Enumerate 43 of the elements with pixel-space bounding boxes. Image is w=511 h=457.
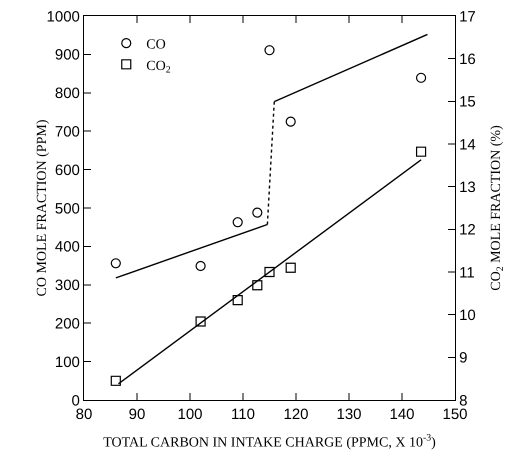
y-tick-label: 700: [54, 123, 80, 140]
legend-label: CO: [146, 38, 166, 53]
point: [264, 45, 275, 56]
y2-tick-label: 13: [459, 178, 476, 196]
y2-tick-label: 11: [459, 264, 475, 282]
y-tick-label: 400: [54, 238, 80, 256]
y-axis-title: CO MOLE FRACTION (PPM): [34, 119, 50, 296]
y-tick-label: 1000: [46, 8, 80, 26]
y-tick-label: 900: [54, 46, 80, 64]
y-tick-label: 600: [54, 162, 80, 179]
legend-label: CO$_{2}$: [146, 58, 171, 76]
point: [252, 280, 262, 290]
point: [416, 72, 426, 83]
x-tick-label: 130: [336, 406, 362, 424]
y-tick-label: 300: [54, 277, 80, 294]
point: [252, 208, 262, 218]
y-tick-label: 200: [54, 315, 80, 332]
y2-tick-label: 16: [459, 50, 476, 68]
point: [286, 116, 296, 127]
point: [196, 260, 206, 272]
y-tick-label: 800: [54, 85, 80, 102]
point: [110, 376, 121, 386]
point: [264, 266, 275, 278]
y2-tick-label: 15: [459, 94, 476, 111]
y2-tick-label: 17: [459, 8, 476, 26]
x-tick-label: 90: [128, 406, 146, 424]
point: [110, 258, 121, 268]
y-tick-label: 100: [54, 354, 80, 371]
y2-tick-label: 9: [459, 350, 468, 367]
y2-tick-label: 10: [459, 306, 476, 324]
x-tick-label: 110: [231, 406, 255, 424]
y-tick-label: 500: [54, 200, 80, 218]
point: [286, 262, 296, 273]
point: [232, 217, 243, 228]
x-axis-title: TOTAL CARBON IN INTAKE CHARGE (PPMC, X 10$^{-3}$): [103, 432, 436, 450]
x-tick-label: 100: [177, 406, 203, 424]
x-tick-label: 120: [283, 406, 309, 424]
x-tick-label: 140: [389, 406, 415, 424]
point: [416, 146, 426, 157]
point: [196, 316, 206, 327]
y2-tick-label: 14: [459, 136, 476, 154]
point: [232, 295, 243, 306]
y2-tick-label: 12: [459, 222, 476, 239]
